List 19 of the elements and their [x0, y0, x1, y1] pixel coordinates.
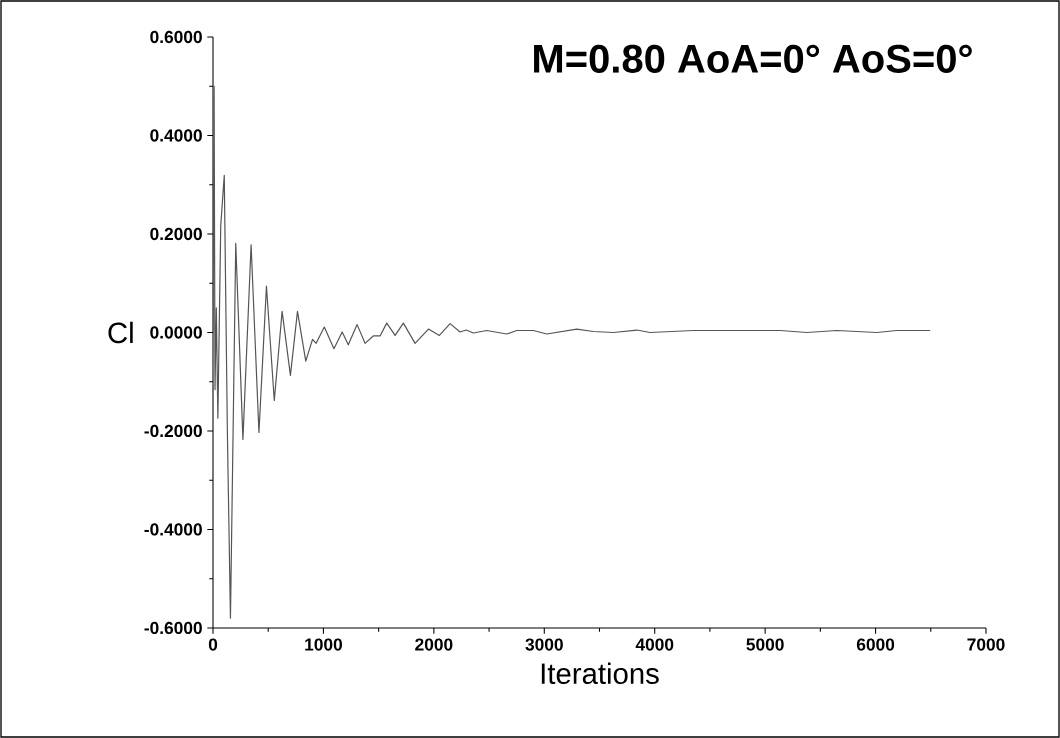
x-axis-title: Iterations: [541, 662, 659, 685]
x-tick-label: 6000: [856, 638, 895, 651]
chart-title: M=0.80 AoA=0° AoS=0°: [534, 44, 972, 73]
x-tick-label: 2000: [415, 638, 453, 651]
y-tick-label: -0.6000: [144, 621, 202, 635]
y-axis-title: Cl: [108, 321, 133, 344]
line-series: [213, 85, 931, 619]
x-tick-label: 7000: [967, 638, 1005, 651]
y-tick-label: 0.6000: [150, 30, 202, 44]
x-tick-label: 3000: [525, 638, 563, 651]
x-tick-label: 4000: [635, 638, 674, 651]
x-tick-label: 0: [208, 638, 218, 651]
x-tick-label: 1000: [305, 638, 342, 651]
y-tick-label: 0.0000: [150, 326, 202, 339]
x-tick-label: 5000: [746, 638, 784, 651]
y-tick-label: -0.2000: [144, 424, 202, 438]
y-tick-label: 0.2000: [150, 227, 202, 241]
y-tick-label: 0.4000: [150, 129, 202, 142]
y-tick-label: -0.4000: [144, 523, 202, 536]
